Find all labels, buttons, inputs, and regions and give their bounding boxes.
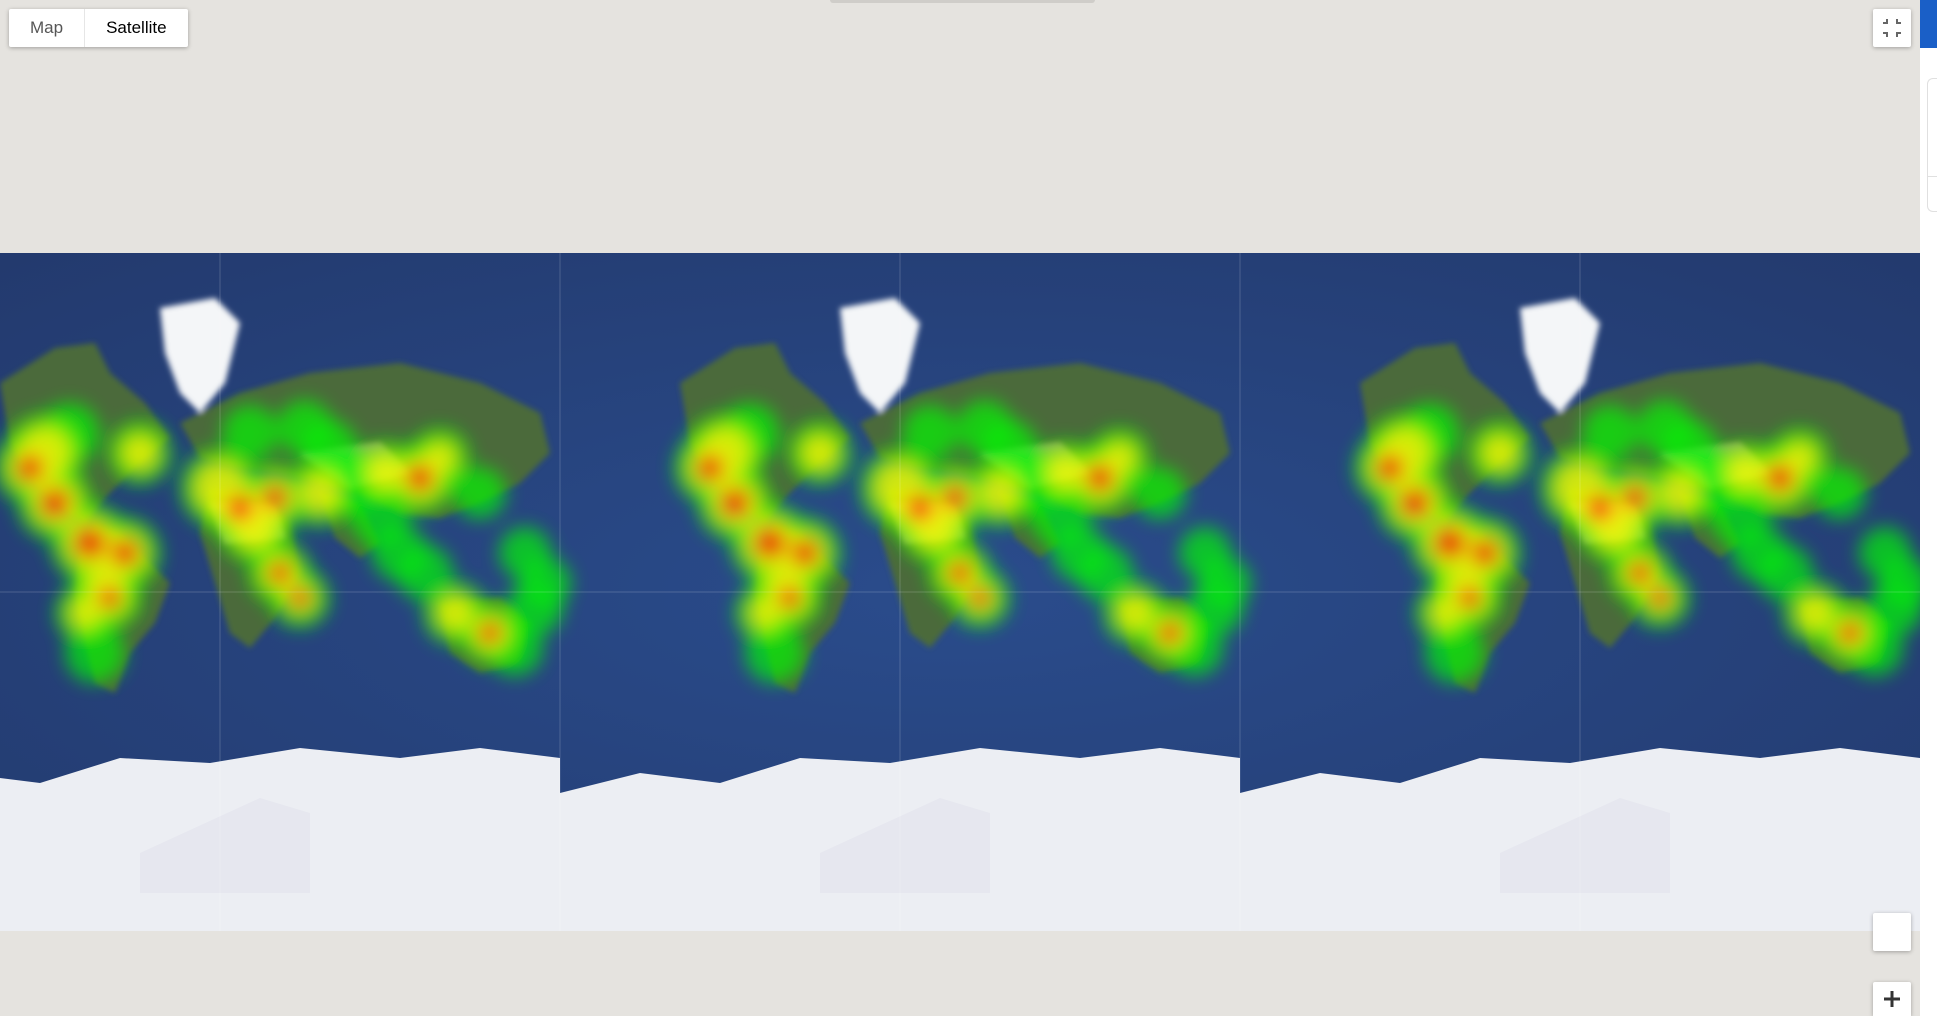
side-panel-accent [1920,0,1937,48]
heat-hot [949,562,971,584]
heat-hot [970,588,990,608]
heat-hot [111,539,139,567]
heat-hot [1623,486,1647,510]
heat-hot [720,488,750,518]
fullscreen-button[interactable] [1873,9,1911,47]
heat-halo [65,623,125,683]
heat-hot [791,539,819,567]
heat-warm [1797,595,1833,631]
ice-shelf [1500,798,1670,893]
heat-halo [1879,557,1920,609]
heat-hot [16,454,44,482]
heat-hot [1471,539,1499,567]
heat-hot [1459,587,1481,609]
heat-hot [269,562,291,584]
heat-warm [980,473,1020,513]
heat-warm [1104,442,1136,474]
heat-warm [1660,473,1700,513]
ice-shelf [140,798,310,893]
heat-hot [263,486,287,510]
heat-hot [1400,488,1430,518]
heat-hot [1586,494,1614,522]
heat-hot [1086,464,1114,492]
heat-hot [779,587,801,609]
heat-hot [40,488,70,518]
heat-warm [1482,435,1518,471]
heat-hot [1650,588,1670,608]
heat-halo [1582,405,1638,461]
side-panel [1920,0,1937,1016]
heat-hot [1766,464,1794,492]
map-type-map-button[interactable]: Map [30,18,64,37]
heatmap-layer [0,400,571,683]
top-handle [830,0,1095,3]
heat-warm [1784,442,1816,474]
world-copy [0,298,571,931]
heat-hot [943,486,967,510]
heat-halo [1134,467,1186,519]
greenland-ice [1520,298,1600,413]
heat-hot [74,527,106,559]
world-copy [560,298,1251,931]
map-type-satellite-button[interactable]: Satellite [84,9,187,47]
heat-hot [906,494,934,522]
heat-halo [982,420,1038,476]
heat-warm [749,597,781,629]
heat-warm [437,595,473,631]
heat-halo [745,623,805,683]
heat-hot [1376,454,1404,482]
heat-hot [1839,622,1861,644]
heat-halo [454,467,506,519]
zoom-in-button[interactable] [1873,982,1911,1016]
heat-halo [1662,420,1718,476]
heat-warm [1117,595,1153,631]
satellite-map [0,253,1920,931]
greenland-ice [160,298,240,413]
plus-icon [1884,991,1900,1007]
heat-warm [367,455,403,491]
ice-shelf [820,798,990,893]
heat-hot [479,622,501,644]
street-view-button[interactable] [1873,913,1911,951]
heat-hot [290,588,310,608]
heat-halo [519,557,571,609]
heat-hot [1434,527,1466,559]
heat-warm [122,435,158,471]
heat-hot [696,454,724,482]
greenland-ice [840,298,920,413]
heat-halo [1199,557,1251,609]
heat-halo [902,405,958,461]
satellite-world-strip[interactable] [0,253,1920,931]
heat-hot [1629,562,1651,584]
heat-halo [1814,467,1866,519]
map-type-control: Map Satellite [9,9,188,47]
heat-hot [99,587,121,609]
heat-hot [406,464,434,492]
heatmap-layer [674,400,1251,683]
heatmap-layer [1354,400,1920,683]
world-copy [1240,298,1920,931]
heat-halo [302,420,358,476]
tile-gridlines [0,253,1920,931]
heat-hot [754,527,786,559]
exit-fullscreen-icon [1883,19,1901,37]
side-panel-card[interactable] [1927,78,1937,212]
heat-halo [222,405,278,461]
heat-hot [1159,622,1181,644]
heat-warm [69,597,101,629]
heat-warm [1429,597,1461,629]
heat-warm [1727,455,1763,491]
side-panel-divider [1927,176,1937,177]
heat-warm [300,473,340,513]
heat-warm [802,435,838,471]
heat-halo [1425,623,1485,683]
world-tiles [0,298,1920,931]
heat-warm [424,442,456,474]
heat-warm [1047,455,1083,491]
heat-hot [226,494,254,522]
